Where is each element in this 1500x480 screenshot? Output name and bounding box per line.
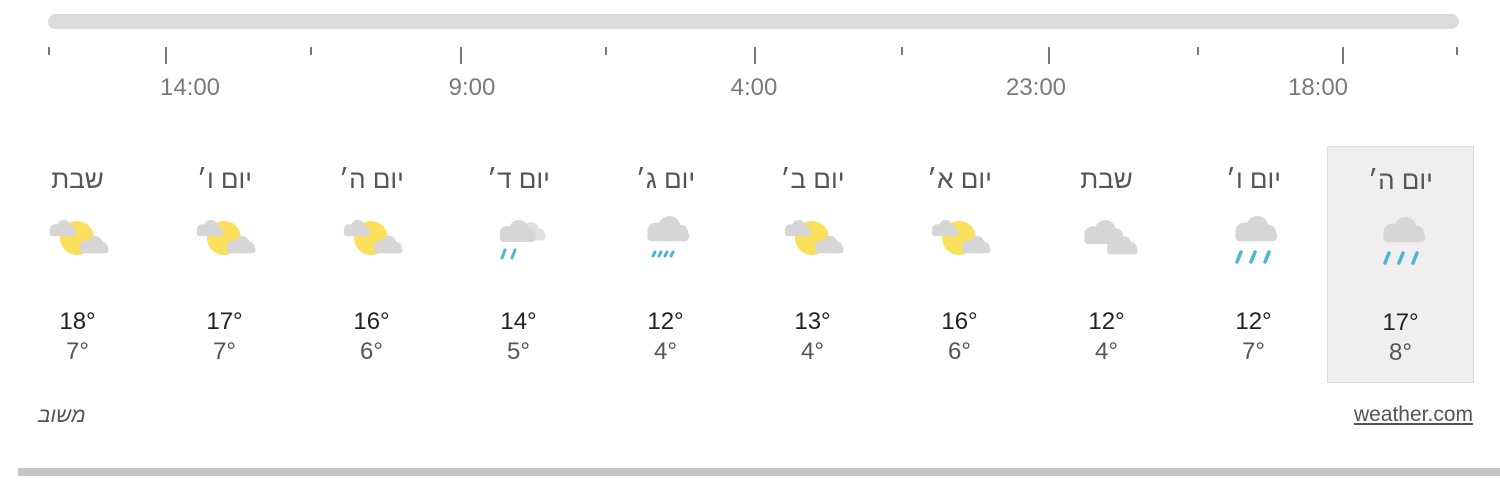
- low-temp: 7°: [66, 338, 89, 365]
- day-column[interactable]: שבת 18° 7°: [4, 146, 151, 383]
- cloudy-icon: [1084, 220, 1138, 255]
- tick: [165, 47, 167, 64]
- rain-partly-cloudy-icon: [499, 220, 546, 260]
- tick: [754, 47, 756, 64]
- day-name: יום ד׳: [487, 164, 550, 194]
- tick: [1048, 47, 1050, 64]
- day-column[interactable]: יום ב׳ 13° 4°: [739, 146, 886, 383]
- day-name: יום ג׳: [635, 164, 696, 194]
- day-column[interactable]: יום ה׳ 17° 8°: [1327, 146, 1474, 383]
- tick: [48, 47, 50, 55]
- light-rain-icon: [647, 216, 690, 258]
- day-column[interactable]: יום ו׳ 17° 7°: [151, 146, 298, 383]
- tick: [460, 47, 462, 64]
- high-temp: 17°: [1382, 309, 1419, 336]
- high-temp: 12°: [647, 308, 684, 335]
- rain-icon: [1235, 216, 1278, 264]
- low-temp: 5°: [507, 338, 530, 365]
- day-name: שבת: [1080, 164, 1133, 194]
- source-link[interactable]: weather.com: [1353, 403, 1473, 426]
- tick: [901, 47, 903, 55]
- time-label: 23:00: [1005, 74, 1067, 101]
- time-label: 4:00: [730, 74, 778, 101]
- partly-sunny-icon: [343, 220, 403, 255]
- low-temp: 6°: [360, 338, 383, 365]
- partly-sunny-icon: [196, 220, 256, 255]
- day-column[interactable]: יום א׳ 16° 6°: [886, 146, 1033, 383]
- low-temp: 7°: [213, 338, 236, 365]
- high-temp: 18°: [59, 308, 96, 335]
- low-temp: 8°: [1389, 339, 1412, 366]
- day-column[interactable]: שבת 12° 4°: [1033, 146, 1180, 383]
- day-column[interactable]: יום ה׳ 16° 6°: [298, 146, 445, 383]
- low-temp: 4°: [1095, 338, 1118, 365]
- time-label: 18:00: [1287, 74, 1349, 101]
- day-name: יום א׳: [927, 164, 992, 194]
- daily-forecast: יום ה׳ 17° 8° יום ו׳ 12° 7° שבת 12° 4° יום …: [4, 146, 1474, 383]
- high-temp: 17°: [206, 308, 243, 335]
- day-name: יום ה׳: [339, 164, 404, 194]
- tick: [310, 47, 312, 55]
- day-name: יום ב׳: [780, 164, 845, 194]
- low-temp: 4°: [654, 338, 677, 365]
- feedback-link[interactable]: משוב: [38, 404, 86, 427]
- time-label: 14:00: [159, 74, 221, 101]
- day-column[interactable]: יום ד׳ 14° 5°: [445, 146, 592, 383]
- day-name: שבת: [51, 164, 104, 194]
- time-label: 9:00: [448, 74, 496, 101]
- day-name: יום ה׳: [1368, 165, 1433, 195]
- high-temp: 13°: [794, 308, 831, 335]
- day-name: יום ו׳: [196, 164, 253, 194]
- tick: [605, 47, 607, 55]
- high-temp: 12°: [1088, 308, 1125, 335]
- tick: [1197, 47, 1199, 55]
- low-temp: 6°: [948, 338, 971, 365]
- timeline-scrollbar[interactable]: [48, 14, 1459, 29]
- high-temp: 12°: [1235, 308, 1272, 335]
- high-temp: 16°: [353, 308, 390, 335]
- partly-sunny-icon: [49, 220, 109, 255]
- partly-sunny-icon: [784, 220, 844, 255]
- low-temp: 7°: [1242, 338, 1265, 365]
- day-column[interactable]: יום ג׳ 12° 4°: [592, 146, 739, 383]
- tick: [1456, 47, 1458, 55]
- high-temp: 16°: [941, 308, 978, 335]
- tick: [1342, 47, 1344, 64]
- day-column[interactable]: יום ו׳ 12° 7°: [1180, 146, 1327, 383]
- day-name: יום ו׳: [1225, 164, 1282, 194]
- divider: [18, 468, 1500, 476]
- low-temp: 4°: [801, 338, 824, 365]
- rain-icon: [1383, 217, 1426, 265]
- partly-sunny-icon: [931, 220, 991, 255]
- high-temp: 14°: [500, 308, 537, 335]
